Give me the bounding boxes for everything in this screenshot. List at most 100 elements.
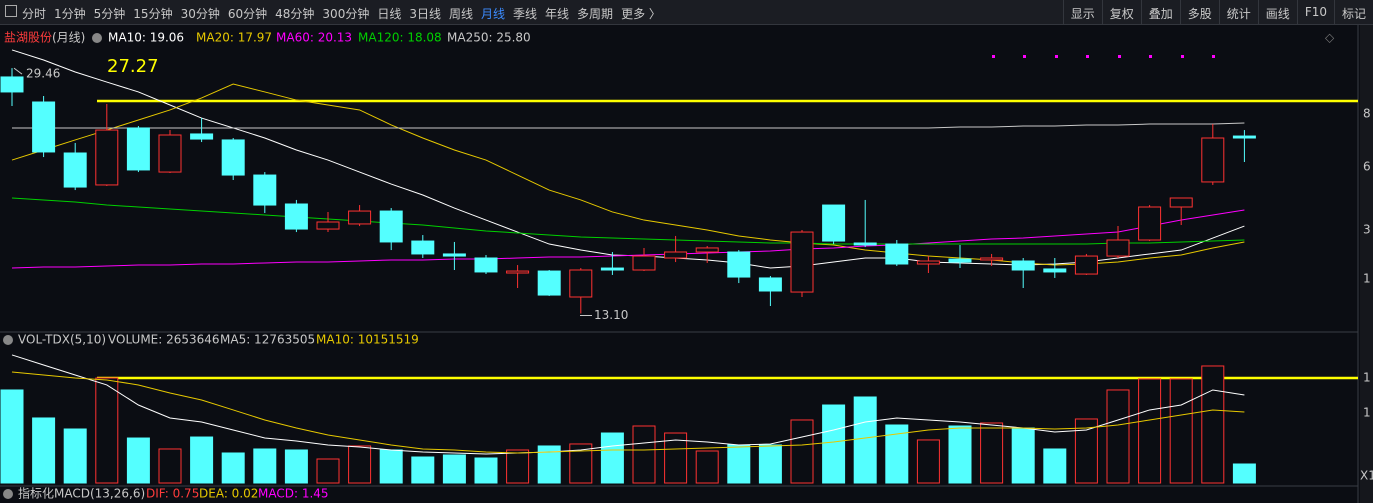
period-tab[interactable]: 周线 [448, 7, 473, 21]
candle-body [284, 203, 308, 230]
candle-body [316, 221, 340, 230]
period-tab[interactable]: 1分钟 [54, 7, 86, 21]
ma-legend: MA120: 18.08 [358, 31, 442, 45]
volume-bar [411, 456, 435, 484]
candle-body [506, 270, 530, 274]
candle-body [126, 127, 150, 171]
tool-button[interactable]: 画线 [1257, 0, 1297, 24]
candle-body [221, 139, 245, 176]
volume-bar [506, 449, 530, 484]
volume-legend: MA10: 10151519 [316, 333, 419, 347]
period-tab[interactable]: 日线 [377, 7, 402, 21]
candle-body [632, 255, 656, 271]
candle-body [1138, 206, 1162, 241]
candle-body [1232, 135, 1256, 139]
volume-bar [822, 404, 846, 484]
period-tab[interactable]: 60分钟 [227, 7, 268, 21]
tool-button[interactable]: 统计 [1218, 0, 1258, 24]
volume-bar [853, 396, 877, 484]
period-tab[interactable]: 48分钟 [275, 7, 315, 21]
volume-bar [537, 445, 561, 484]
macd-legend: MACD: 1.45 [258, 487, 329, 501]
tool-button[interactable]: 叠加 [1140, 0, 1180, 24]
candle-body [569, 269, 593, 298]
candle-body [0, 76, 24, 93]
ma-legend: MA10: 19.06 [108, 31, 184, 45]
volume-bar [1106, 389, 1130, 484]
macd-legend: 指标化MACD(13,26,6) [18, 486, 145, 501]
menu-icon[interactable] [5, 5, 17, 17]
candle-body [1106, 239, 1130, 257]
volume-bar [1169, 378, 1193, 484]
volume-legend: VOL-TDX(5,10) [18, 333, 106, 347]
tool-button[interactable]: 显示 [1062, 0, 1102, 24]
volume-bar [664, 432, 688, 484]
volume-bar [600, 432, 624, 484]
axis-label: 3 [1363, 223, 1371, 237]
volume-bar [158, 448, 182, 484]
candle-body [63, 152, 87, 188]
candle-body [822, 204, 846, 242]
low-label: 13.10 [594, 308, 628, 322]
volume-bar [474, 457, 498, 484]
tool-button[interactable]: 复权 [1101, 0, 1141, 24]
volume-bar [1074, 418, 1098, 484]
volume-bar [758, 444, 782, 484]
macd-legend: DEA: 0.02 [199, 487, 258, 501]
period-tab[interactable]: 30分钟 [180, 7, 220, 21]
volume-bar [569, 443, 593, 484]
axis-label: 1 [1363, 272, 1371, 286]
period-tab[interactable]: 分时 [22, 7, 47, 21]
volume-bar [63, 428, 87, 484]
candle-body [916, 260, 940, 265]
volume-bar [348, 445, 372, 484]
diamond-icon[interactable]: ◇ [1325, 31, 1335, 45]
period-tab[interactable]: 300分钟 [322, 7, 370, 21]
period-tab[interactable]: 更多 〉 [621, 7, 661, 21]
period-tab[interactable]: 5分钟 [93, 7, 126, 21]
tool-button[interactable]: 多股 [1179, 0, 1219, 24]
line-label: 27.27 [107, 56, 159, 77]
ma-line [11, 209, 1245, 269]
tool-button[interactable]: F10 [1296, 0, 1334, 24]
high-label: 29.46 [26, 67, 60, 81]
volume-bar [790, 419, 814, 484]
volume-bar [948, 425, 972, 484]
candle-body [790, 231, 814, 293]
period-tab[interactable]: 3日线 [409, 7, 441, 21]
ma-line [12, 122, 1245, 129]
candle-body [379, 210, 403, 243]
volume-bar [885, 424, 909, 484]
period-tab[interactable]: 季线 [513, 7, 538, 21]
candle-body [1074, 255, 1098, 275]
candle-body [695, 247, 719, 253]
candle-body [190, 133, 214, 140]
candle-body [1011, 260, 1035, 271]
legend-icon[interactable] [92, 33, 102, 43]
ma-line [11, 83, 1245, 266]
candle-body [1169, 197, 1193, 208]
period-tab[interactable]: 月线 [481, 7, 506, 21]
volume-bar [1043, 448, 1067, 484]
volume-bar [284, 449, 308, 484]
axis-label: 1 [1363, 371, 1371, 385]
period-tab[interactable]: 多周期 [577, 7, 614, 21]
volume-ma-line [11, 371, 1245, 454]
volume-bar [190, 436, 214, 484]
candle-body [853, 242, 877, 246]
legend-icon[interactable] [3, 489, 13, 499]
candle-body [474, 257, 498, 273]
period-tab[interactable]: 年线 [545, 7, 570, 21]
axis-label: 8 [1363, 107, 1371, 121]
volume-bar [442, 454, 466, 484]
period-tabs: 分时 1分钟 5分钟 15分钟 30分钟 60分钟 48分钟 300分钟 日线 3日线 周线 月线 季线… [22, 5, 661, 22]
legend-icon[interactable] [3, 335, 13, 345]
candle-body [885, 243, 909, 265]
volume-bar [316, 458, 340, 484]
period-tab[interactable]: 15分钟 [133, 7, 173, 21]
candle-body [1201, 137, 1225, 183]
volume-bar [980, 422, 1004, 484]
candle-body [758, 277, 782, 292]
tool-button[interactable]: 标记 [1333, 0, 1373, 24]
candle-body [158, 134, 182, 173]
